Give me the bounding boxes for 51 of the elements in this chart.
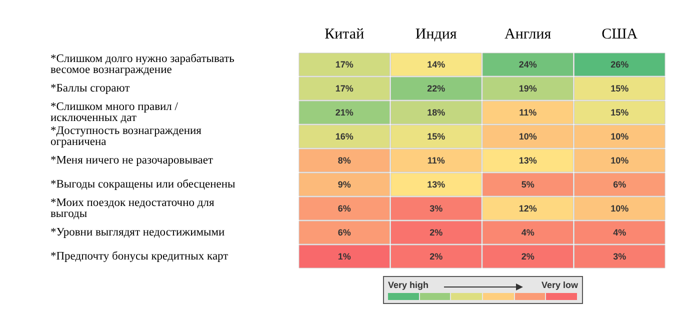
data-label: 3% <box>430 204 443 214</box>
x-tick-label: Индия <box>415 26 457 42</box>
y-tick-label: *Выгоды сокращены или обесценены <box>50 178 236 190</box>
data-label: 22% <box>427 84 446 94</box>
data-label: 10% <box>610 132 629 142</box>
data-label: 4% <box>521 228 534 238</box>
data-label: 2% <box>430 252 443 262</box>
text: Very high <box>388 280 429 290</box>
x-tick-label: Англия <box>504 26 552 42</box>
data-label: 9% <box>338 180 351 190</box>
text: Very low <box>541 280 578 290</box>
data-label: 6% <box>613 180 626 190</box>
data-label: 15% <box>427 132 446 142</box>
y-tick-label: *Доступность вознаграждения ограничена <box>50 124 202 148</box>
data-label: 12% <box>518 204 537 214</box>
data-label: 15% <box>610 108 629 118</box>
y-tick-label: *Баллы сгорают <box>50 82 130 94</box>
data-label: 11% <box>427 156 445 166</box>
data-label: 26% <box>610 60 629 70</box>
data-label: 21% <box>335 108 354 118</box>
data-label: 8% <box>338 156 351 166</box>
data-label: 6% <box>338 228 351 238</box>
data-label: 16% <box>335 132 354 142</box>
y-tick-label: *Моих поездок недостаточно для выгоды <box>50 196 215 220</box>
y-tick-label: *Меня ничего не разочаровывает <box>50 154 213 166</box>
data-label: 13% <box>518 156 537 166</box>
data-label: 10% <box>610 204 629 214</box>
data-label: 14% <box>427 60 446 70</box>
data-label: 18% <box>427 108 446 118</box>
data-label: 13% <box>427 180 446 190</box>
data-label: 19% <box>518 84 537 94</box>
data-label: 10% <box>518 132 537 142</box>
x-tick-label: Китай <box>324 26 364 42</box>
data-label: 3% <box>613 252 626 262</box>
data-label: 24% <box>518 60 537 70</box>
data-label: 15% <box>610 84 629 94</box>
data-label: 1% <box>338 252 351 262</box>
y-tick-label: *Слишком долго нужно зарабатывать весомое вознаграждение <box>50 52 234 76</box>
data-label: 5% <box>521 180 534 190</box>
y-tick-label: *Слишком много правил / исключенных дат <box>50 100 179 124</box>
y-tick-label: *Предпочту бонусы кредитных карт <box>50 250 228 262</box>
x-tick-label: США <box>602 26 638 42</box>
data-label: 17% <box>335 84 354 94</box>
data-label: 6% <box>338 204 351 214</box>
data-label: 10% <box>610 156 629 166</box>
data-label: 17% <box>335 60 354 70</box>
data-label: 11% <box>519 108 537 118</box>
data-label: 2% <box>430 228 443 238</box>
data-label: 4% <box>613 228 626 238</box>
y-tick-label: *Уровни выглядят недостижимыми <box>50 226 225 238</box>
data-label: 2% <box>521 252 534 262</box>
